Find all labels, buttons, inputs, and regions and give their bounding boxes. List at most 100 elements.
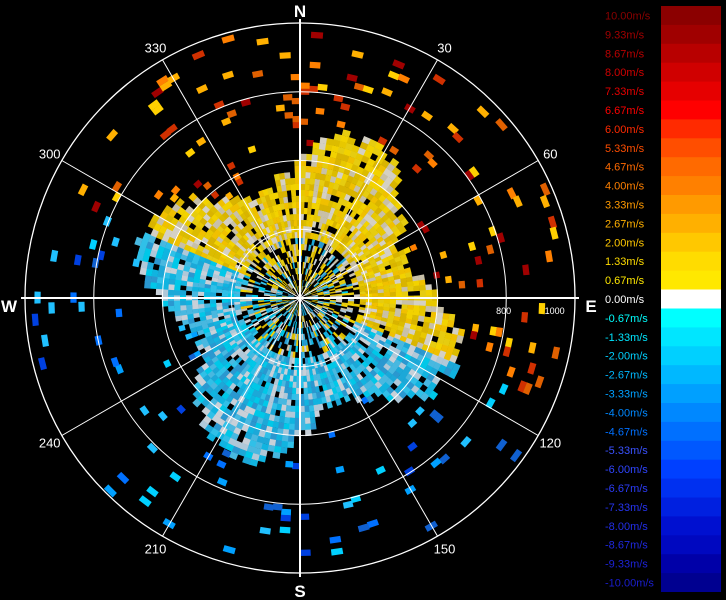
echo-cell — [302, 369, 307, 377]
echo-cell — [432, 73, 446, 86]
echo-cell — [377, 289, 385, 294]
echo-cell — [294, 255, 298, 263]
legend-label: -8.67m/s — [605, 540, 648, 552]
echo-cell — [228, 348, 236, 356]
echo-cell — [312, 233, 317, 240]
echo-cell — [313, 272, 318, 279]
azimuth-spoke — [162, 59, 301, 299]
legend-label: -3.33m/s — [605, 389, 648, 401]
echo-cell — [289, 282, 294, 289]
echo-cell — [413, 300, 421, 306]
echo-cell — [374, 388, 383, 398]
echo-cell — [264, 303, 271, 307]
echo-cell — [449, 354, 458, 364]
echo-cell — [309, 287, 316, 292]
echo-cell — [273, 332, 279, 340]
echo-cell — [31, 313, 39, 327]
echo-cell — [194, 339, 203, 347]
echo-cell — [367, 334, 375, 341]
echo-cell — [270, 303, 277, 307]
echo-cell — [328, 262, 335, 269]
echo-cell — [254, 310, 261, 315]
echo-cell — [169, 193, 179, 203]
echo-cell — [358, 241, 366, 249]
echo-cell — [206, 239, 215, 247]
echo-cell — [310, 312, 315, 318]
echo-cell — [353, 294, 361, 298]
echo-cell — [452, 131, 464, 144]
echo-cell — [323, 291, 330, 294]
echo-cell — [282, 214, 288, 222]
echo-cell — [377, 339, 386, 347]
echo-cell — [203, 291, 211, 297]
range-label: 800 — [496, 306, 511, 316]
echo-cell — [419, 305, 426, 312]
echo-cell — [271, 274, 277, 280]
echo-cell — [317, 379, 323, 387]
echo-cell — [206, 228, 215, 237]
echo-cell — [285, 374, 291, 382]
echo-cell — [347, 301, 355, 304]
echo-cell — [287, 220, 292, 227]
echo-cell — [271, 324, 277, 330]
echo-cell — [374, 333, 382, 341]
echo-cell — [175, 273, 183, 281]
echo-cell — [290, 301, 296, 306]
echo-cell — [228, 249, 237, 257]
echo-cell — [282, 301, 289, 304]
echo-cell — [217, 198, 226, 208]
echo-cell — [321, 308, 328, 313]
echo-cell — [393, 348, 402, 356]
echo-cell — [276, 290, 283, 294]
echo-cell — [269, 408, 277, 416]
echo-cell — [270, 291, 277, 294]
echo-cell — [250, 452, 260, 461]
echo-cell — [307, 283, 312, 289]
echo-cell — [406, 281, 414, 288]
echo-cell — [409, 324, 417, 331]
echo-cell — [314, 330, 319, 337]
echo-cell — [258, 337, 265, 344]
echo-cell — [429, 409, 440, 420]
echo-cell — [401, 300, 409, 306]
echo-cell — [323, 292, 330, 295]
echo-cell — [201, 362, 210, 371]
echo-cell — [225, 345, 234, 353]
echo-cell — [170, 267, 178, 275]
echo-cell — [340, 340, 348, 347]
echo-cell — [534, 375, 545, 389]
echo-cell — [325, 218, 332, 226]
echo-cell — [214, 339, 223, 347]
echo-cell — [278, 391, 284, 399]
echo-cell — [225, 191, 234, 201]
echo-cell — [335, 244, 342, 252]
echo-cell — [328, 369, 335, 377]
echo-cell — [276, 302, 283, 305]
echo-cell — [250, 338, 258, 345]
echo-cell — [349, 217, 357, 226]
echo-cell — [268, 238, 274, 246]
echo-cell — [287, 269, 292, 277]
echo-cell — [388, 345, 396, 353]
echo-cell — [305, 295, 313, 298]
echo-cell — [336, 171, 344, 180]
echo-cell — [321, 167, 328, 175]
echo-cell — [305, 345, 309, 352]
echo-cell — [223, 331, 231, 337]
echo-cell — [389, 303, 396, 309]
echo-cell — [181, 319, 189, 326]
echo-cell — [241, 243, 249, 250]
echo-cell — [284, 178, 291, 185]
echo-cell — [345, 265, 353, 272]
echo-cell — [151, 86, 164, 99]
echo-cell — [191, 50, 206, 61]
echo-cell — [352, 264, 359, 271]
echo-cell — [315, 305, 322, 310]
echo-cell — [320, 378, 327, 386]
echo-cell — [156, 282, 163, 290]
echo-cell — [221, 339, 230, 347]
echo-cell — [151, 243, 160, 252]
echo-cell — [147, 99, 161, 111]
echo-cell — [213, 422, 223, 432]
echo-cell — [393, 359, 402, 367]
